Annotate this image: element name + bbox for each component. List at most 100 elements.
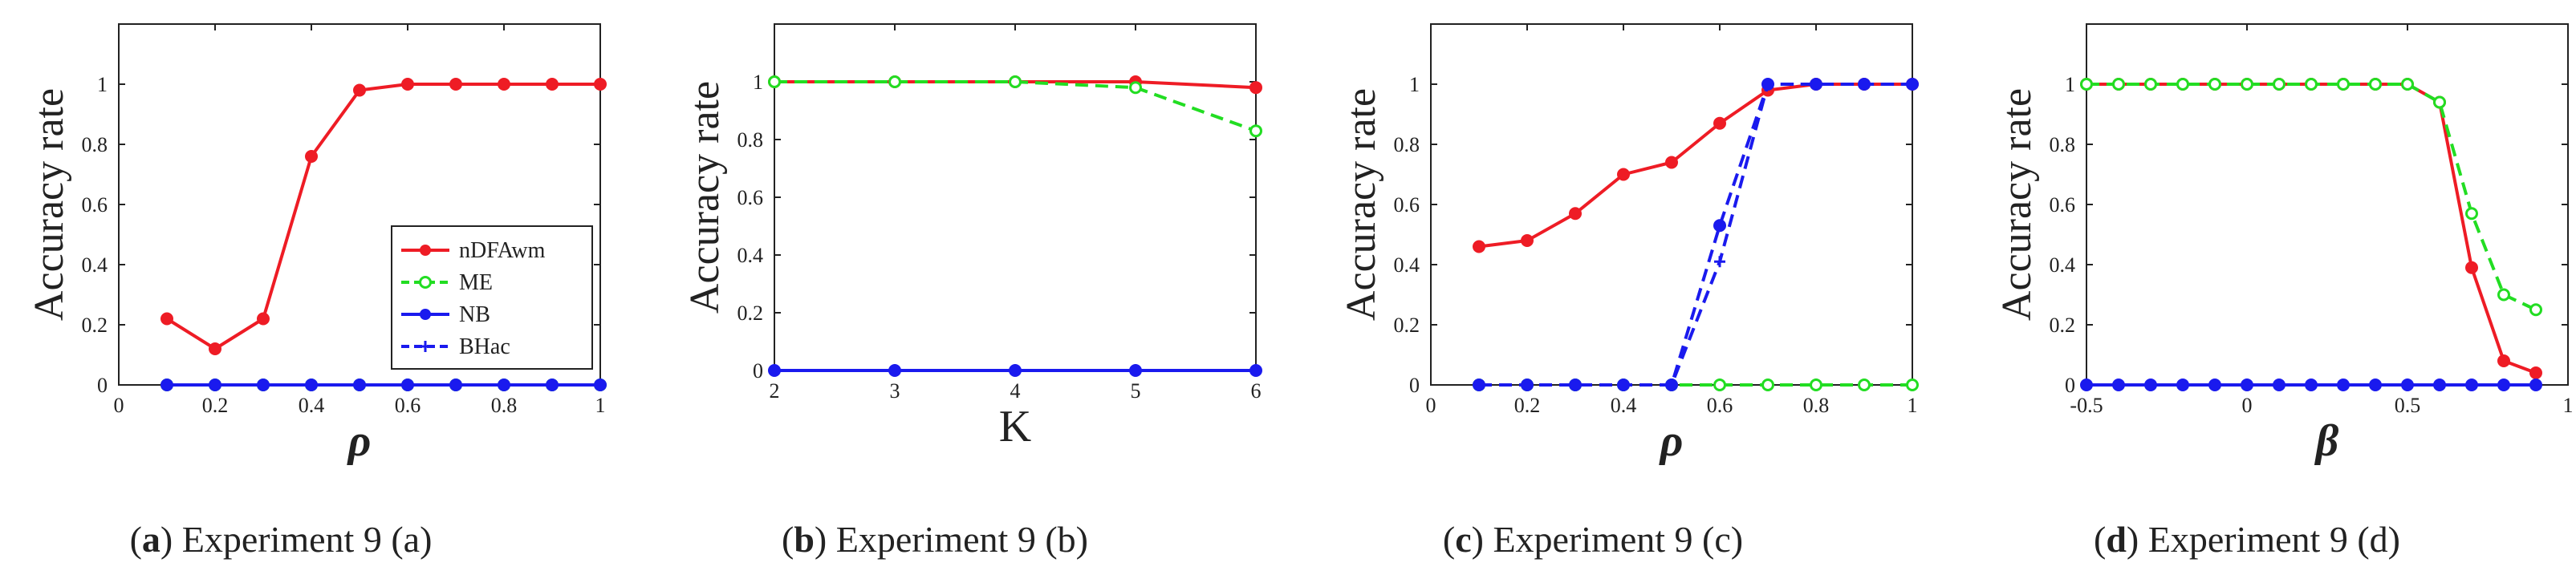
x-tick-label: 0.6: [1707, 394, 1733, 417]
caption-id: d: [2106, 519, 2127, 560]
data-point: [1713, 116, 1726, 130]
data-point: [2145, 379, 2156, 391]
y-tick-label: 1: [1409, 73, 1420, 96]
caption-id: b: [794, 519, 815, 560]
data-point: [889, 365, 900, 376]
x-tick-label: 0.4: [1611, 394, 1637, 417]
data-point: [449, 78, 462, 91]
x-tick-label: 0.2: [1514, 394, 1541, 417]
y-tick-label: 0.2: [82, 314, 108, 337]
data-point: [1618, 379, 1629, 391]
x-tick-label: 0: [114, 394, 124, 417]
series-ndfawm: [160, 78, 607, 355]
series-bhac: [2081, 379, 2541, 391]
x-tick-label: 0.2: [202, 394, 229, 417]
data-point: [306, 379, 317, 391]
data-point: [1714, 256, 1725, 268]
data-point: [305, 150, 318, 163]
data-point: [257, 312, 270, 326]
data-point: [2369, 78, 2382, 91]
panel-caption: (a) Experiment 9 (a): [130, 519, 433, 560]
data-point: [2112, 78, 2125, 91]
caption-id: c: [1455, 519, 1471, 560]
x-tick-label: -0.5: [2070, 394, 2103, 417]
data-point: [1010, 365, 1021, 376]
data-point: [2208, 78, 2221, 91]
data-point: [2273, 78, 2285, 91]
y-tick-label: 0.6: [737, 186, 764, 209]
legend-marker: [419, 276, 432, 289]
data-point: [2241, 379, 2253, 391]
data-point: [594, 78, 607, 91]
data-point: [2273, 379, 2285, 391]
data-point: [209, 342, 221, 355]
y-tick-label: 0.6: [1394, 193, 1420, 217]
data-point: [2337, 78, 2350, 91]
data-point: [1249, 81, 1262, 95]
x-tick-label: 1: [2563, 394, 2574, 417]
legend-entry-bhac: BHac: [401, 334, 510, 359]
y-tick-label: 0.4: [1394, 253, 1420, 277]
data-point: [258, 379, 269, 391]
data-point: [1810, 379, 1822, 391]
data-point: [769, 365, 780, 376]
y-tick-label: 0.4: [2050, 253, 2076, 277]
x-tick-label: 1: [595, 394, 606, 417]
y-tick-label: 0.4: [737, 244, 764, 267]
data-point: [2144, 78, 2157, 91]
data-point: [2080, 78, 2093, 91]
y-tick-label: 1: [2065, 73, 2075, 96]
series-me: [2080, 78, 2542, 317]
data-point: [2305, 78, 2318, 91]
x-axis-label: β: [2314, 416, 2339, 466]
y-axis-label: Accuracy rate: [1339, 88, 1384, 321]
data-point: [1009, 75, 1022, 88]
y-tick-label: 0.8: [82, 133, 108, 156]
data-point: [2497, 354, 2510, 367]
data-point: [2306, 379, 2317, 391]
series-me: [768, 75, 1262, 138]
data-point: [401, 78, 414, 91]
data-point: [1522, 379, 1533, 391]
data-point: [498, 78, 510, 91]
caption-paren-close: ): [815, 519, 836, 560]
data-point: [2466, 379, 2477, 391]
x-tick-label: 0.8: [1803, 394, 1830, 417]
legend-marker: [420, 245, 431, 256]
data-point: [1570, 379, 1581, 391]
x-tick-label: 3: [890, 379, 900, 403]
x-axis-label: K: [999, 402, 1031, 451]
data-point: [2402, 379, 2413, 391]
legend-entry-nb: NB: [401, 302, 490, 327]
y-axis-label: Accuracy rate: [682, 81, 728, 314]
legend-entry-me: ME: [401, 270, 493, 295]
data-point: [2209, 379, 2220, 391]
series-bhac: [161, 379, 606, 391]
caption-paren-open: (: [782, 519, 794, 560]
y-tick-label: 0: [753, 359, 763, 383]
data-point: [209, 379, 221, 391]
data-point: [1249, 124, 1262, 138]
x-axis-label: ρ: [347, 416, 372, 466]
data-point: [402, 379, 413, 391]
data-point: [1761, 379, 1774, 391]
y-tick-label: 0: [97, 374, 108, 397]
y-tick-label: 0: [1409, 374, 1420, 397]
legend-label: BHac: [459, 334, 510, 359]
panel-caption: (d) Experiment 9 (d): [2094, 519, 2400, 560]
y-axis-label: Accuracy rate: [1994, 88, 2040, 321]
caption-paren-open: (: [2094, 519, 2106, 560]
data-point: [498, 379, 510, 391]
data-point: [2113, 379, 2124, 391]
data-point: [1129, 81, 1142, 95]
caption-paren-open: (: [130, 519, 142, 560]
legend-marker: [420, 309, 431, 320]
y-tick-label: 0.8: [1394, 133, 1420, 156]
data-point: [2176, 78, 2189, 91]
data-point: [2370, 379, 2381, 391]
data-point: [2529, 366, 2542, 379]
y-tick-label: 0.4: [82, 253, 108, 277]
caption-paren-close: ): [1472, 519, 1493, 560]
data-point: [2177, 379, 2188, 391]
